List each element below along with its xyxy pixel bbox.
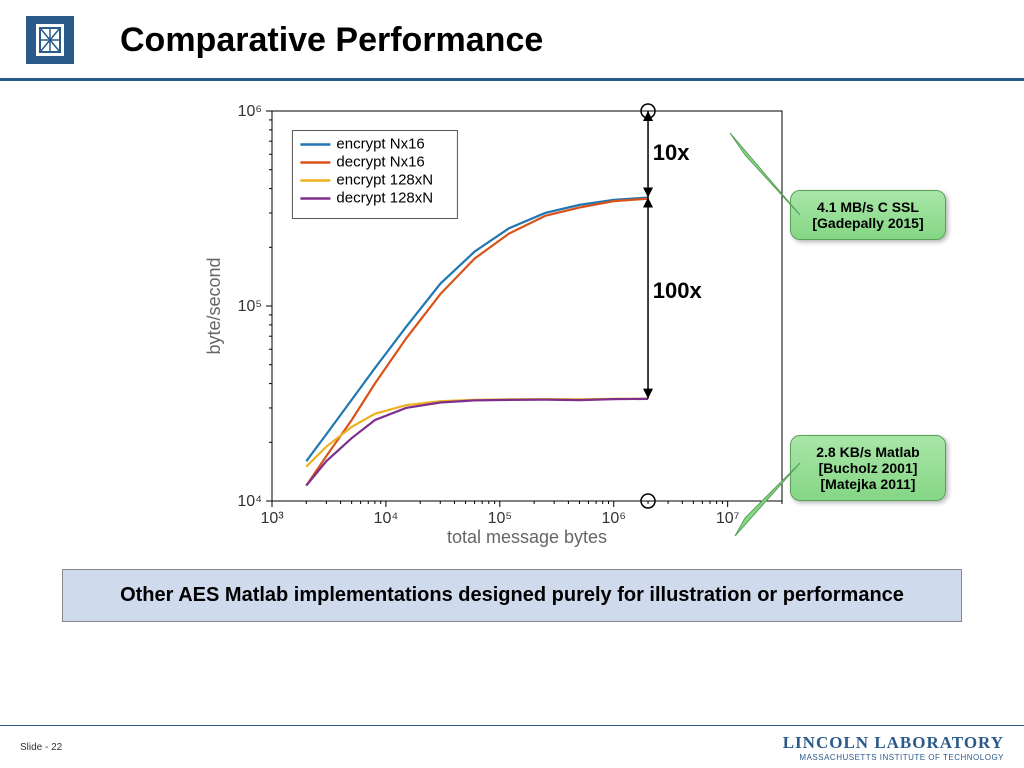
svg-text:10⁶: 10⁶	[602, 510, 626, 527]
svg-text:encrypt 128xN: encrypt 128xN	[336, 172, 433, 189]
page-title: Comparative Performance	[120, 21, 543, 60]
callout-c-ssl: 4.1 MB/s C SSL [Gadepally 2015]	[790, 190, 946, 240]
callout-text: [Matejka 2011]	[803, 476, 933, 492]
svg-text:decrypt 128xN: decrypt 128xN	[336, 190, 433, 207]
note-box: Other AES Matlab implementations designe…	[62, 569, 962, 622]
performance-chart: 10³10⁴10⁵10⁶10⁷10⁴10⁵10⁶total message by…	[202, 96, 822, 551]
svg-text:10³: 10³	[260, 510, 284, 527]
svg-text:10⁴: 10⁴	[237, 493, 262, 510]
lab-credit: LINCOLN LABORATORY MASSACHUSETTS INSTITU…	[783, 733, 1004, 762]
svg-text:encrypt Nx16: encrypt Nx16	[336, 136, 424, 153]
callout-text: 2.8 KB/s Matlab	[803, 444, 933, 460]
callout-text: [Gadepally 2015]	[803, 215, 933, 231]
callout-text: [Bucholz 2001]	[803, 460, 933, 476]
svg-text:10⁵: 10⁵	[488, 510, 512, 527]
svg-text:total message bytes: total message bytes	[447, 527, 607, 547]
svg-text:100x: 100x	[653, 278, 703, 303]
lincoln-lab-logo-icon	[20, 10, 80, 70]
svg-text:10⁴: 10⁴	[374, 510, 399, 527]
lab-subtitle: MASSACHUSETTS INSTITUTE OF TECHNOLOGY	[783, 753, 1004, 762]
footer: Slide - 22 LINCOLN LABORATORY MASSACHUSE…	[0, 725, 1024, 768]
callout-matlab: 2.8 KB/s Matlab [Bucholz 2001] [Matejka …	[790, 435, 946, 501]
svg-text:10⁷: 10⁷	[716, 510, 740, 527]
slide-number: Slide - 22	[20, 742, 62, 753]
lab-name: LINCOLN LABORATORY	[783, 733, 1004, 753]
svg-text:10⁶: 10⁶	[238, 103, 262, 120]
svg-text:decrypt Nx16: decrypt Nx16	[336, 154, 424, 171]
svg-text:byte/second: byte/second	[204, 257, 224, 354]
header: Comparative Performance	[0, 0, 1024, 81]
svg-text:10x: 10x	[653, 140, 690, 165]
svg-text:10⁵: 10⁵	[238, 298, 262, 315]
callout-text: 4.1 MB/s C SSL	[803, 199, 933, 215]
